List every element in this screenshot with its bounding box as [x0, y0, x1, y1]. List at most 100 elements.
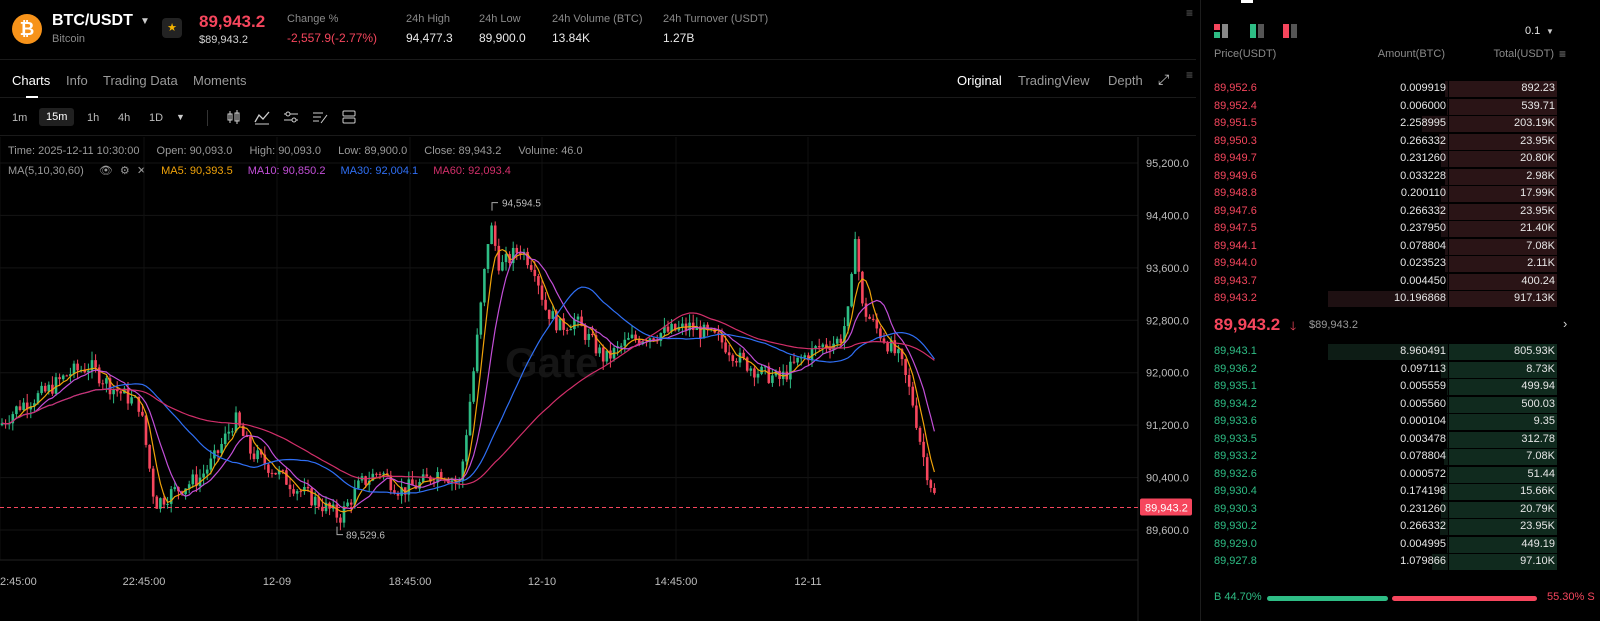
draw-tools-icon[interactable]: [312, 109, 328, 125]
interval-15m[interactable]: 15m: [39, 108, 75, 126]
ma10-line: [1, 251, 935, 510]
orderbook-both-icon[interactable]: [1214, 24, 1228, 43]
chevron-down-icon[interactable]: ▼: [1546, 27, 1554, 36]
candle-body: [411, 479, 414, 486]
interval-1m[interactable]: 1m: [12, 112, 28, 124]
order-price: 89,933.6: [1214, 415, 1257, 427]
candle-body: [907, 374, 911, 387]
current-price-tag: [1140, 498, 1192, 516]
candle-body: [234, 412, 238, 432]
bid-row[interactable]: 89,943.1 8.960491 805.93K: [1201, 343, 1600, 360]
bid-row[interactable]: 89,930.3 0.231260 20.79K: [1201, 501, 1600, 518]
ask-row[interactable]: 89,949.6 0.033228 2.98K: [1201, 168, 1600, 185]
indicator-icon[interactable]: [254, 109, 270, 125]
candlestick-icon[interactable]: [226, 109, 242, 125]
order-total: 539.71: [1521, 99, 1555, 112]
bid-row[interactable]: 89,932.6 0.000572 51.44: [1201, 466, 1600, 483]
ask-row[interactable]: 89,943.2 10.196868 917.13K: [1201, 290, 1600, 307]
chevron-down-icon[interactable]: ▼: [140, 16, 150, 27]
order-total: 8.73K: [1526, 362, 1555, 375]
depth-bar-amount: [1328, 344, 1448, 360]
ask-row[interactable]: 89,952.6 0.009919 892.23: [1201, 80, 1600, 97]
orderbook-asks-icon[interactable]: [1283, 24, 1297, 43]
candle-body: [875, 319, 879, 329]
precision-select[interactable]: 0.1: [1525, 25, 1541, 37]
depth-bar-total: [1449, 151, 1557, 167]
candle-body: [349, 502, 353, 505]
candle-body: [29, 406, 33, 410]
y-tick-label: 95,200.0: [1146, 158, 1189, 170]
interval-1h[interactable]: 1h: [87, 112, 100, 124]
bid-row[interactable]: 89,935.1 0.005559 499.94: [1201, 378, 1600, 395]
tab-charts[interactable]: Charts: [12, 73, 51, 88]
candle-body: [76, 363, 79, 371]
candle-body: [720, 333, 724, 343]
candle-body: [666, 326, 670, 332]
candle-body: [807, 355, 810, 361]
layout-icon[interactable]: [341, 109, 357, 125]
order-amount: 0.237950: [1400, 222, 1446, 234]
mode-depth[interactable]: Depth: [1108, 73, 1143, 88]
fullscreen-icon[interactable]: ⤢: [1158, 71, 1170, 87]
depth-bar-amount: [1447, 396, 1448, 413]
candle-body: [623, 339, 627, 346]
depth-bar-amount: [1441, 186, 1448, 202]
bid-row[interactable]: 89,929.0 0.004995 449.19: [1201, 536, 1600, 553]
candle-body: [526, 251, 529, 266]
candle-body: [11, 414, 15, 424]
ask-row[interactable]: 89,948.8 0.200110 17.99K: [1201, 185, 1600, 202]
depth-bar-amount: [1444, 449, 1448, 465]
order-price: 89,944.1: [1214, 239, 1257, 252]
ask-row[interactable]: 89,944.0 0.023523 2.11K: [1201, 255, 1600, 272]
menu-icon[interactable]: ≡: [1186, 68, 1194, 82]
bid-row[interactable]: 89,927.8 1.079866 97.10K: [1201, 553, 1600, 570]
ask-row[interactable]: 89,947.6 0.266332 23.95K: [1201, 203, 1600, 220]
chevron-down-icon[interactable]: ▼: [176, 112, 185, 122]
legend-high: High: 90,093.0: [249, 145, 322, 157]
chevron-right-icon[interactable]: ›: [1563, 316, 1568, 331]
menu-icon[interactable]: ≡: [1558, 47, 1566, 61]
favorite-star-icon[interactable]: ★: [162, 18, 182, 38]
bid-row[interactable]: 89,930.2 0.266332 23.95K: [1201, 518, 1600, 535]
bid-row[interactable]: 89,934.2 0.005560 500.03: [1201, 396, 1600, 413]
ask-row[interactable]: 89,950.3 0.266332 23.95K: [1201, 133, 1600, 150]
bid-row[interactable]: 89,933.6 0.000104 9.35: [1201, 413, 1600, 430]
ask-row[interactable]: 89,951.5 2.258995 203.19K: [1201, 115, 1600, 132]
depth-bar-total: [1449, 291, 1557, 307]
candle-body: [702, 324, 706, 339]
high-marker: [491, 202, 498, 211]
interval-4h[interactable]: 4h: [118, 112, 131, 124]
ask-row[interactable]: 89,943.7 0.004450 400.24: [1201, 273, 1600, 290]
interval-1d[interactable]: 1D: [149, 112, 164, 124]
bid-row[interactable]: 89,930.4 0.174198 15.66K: [1201, 483, 1600, 500]
order-amount: 0.003478: [1400, 432, 1446, 445]
tab-moments[interactable]: Moments: [193, 73, 247, 88]
order-amount: 0.033228: [1400, 169, 1446, 182]
depth-bar-amount: [1422, 116, 1448, 132]
menu-icon[interactable]: ≡: [1186, 6, 1194, 20]
orderbook-bids-icon[interactable]: [1250, 24, 1264, 43]
order-price: 89,950.3: [1214, 134, 1257, 147]
eye-icon[interactable]: 👁: [98, 165, 113, 177]
mode-tradingview[interactable]: TradingView: [1018, 73, 1090, 88]
gear-icon[interactable]: ⚙: [119, 165, 130, 177]
bid-row[interactable]: 89,933.5 0.003478 312.78: [1201, 431, 1600, 448]
tab-trading-data[interactable]: Trading Data: [103, 73, 178, 88]
ask-row[interactable]: 89,952.4 0.006000 539.71: [1201, 98, 1600, 115]
depth-bar-total: [1449, 238, 1557, 255]
bid-row[interactable]: 89,936.2 0.097113 8.73K: [1201, 361, 1600, 378]
ask-row[interactable]: 89,949.7 0.231260 20.80K: [1201, 150, 1600, 167]
ask-row[interactable]: 89,944.1 0.078804 7.08K: [1201, 238, 1600, 255]
candle-body: [375, 473, 378, 475]
tab-info[interactable]: Info: [66, 73, 88, 88]
ask-row[interactable]: 89,947.5 0.237950 21.40K: [1201, 220, 1600, 237]
close-icon[interactable]: ✕: [136, 165, 147, 177]
price-chart[interactable]: Gate 95,200.094,400.093,600.092,800.092,…: [0, 137, 1196, 621]
mode-original[interactable]: Original: [957, 73, 1002, 88]
order-amount: 0.231260: [1400, 502, 1446, 515]
pair-selector[interactable]: BTC/USDT: [52, 12, 133, 29]
settings-sliders-icon[interactable]: [283, 109, 299, 125]
bid-row[interactable]: 89,933.2 0.078804 7.08K: [1201, 448, 1600, 465]
order-total: 21.40K: [1520, 222, 1555, 234]
candle-body: [580, 316, 583, 327]
